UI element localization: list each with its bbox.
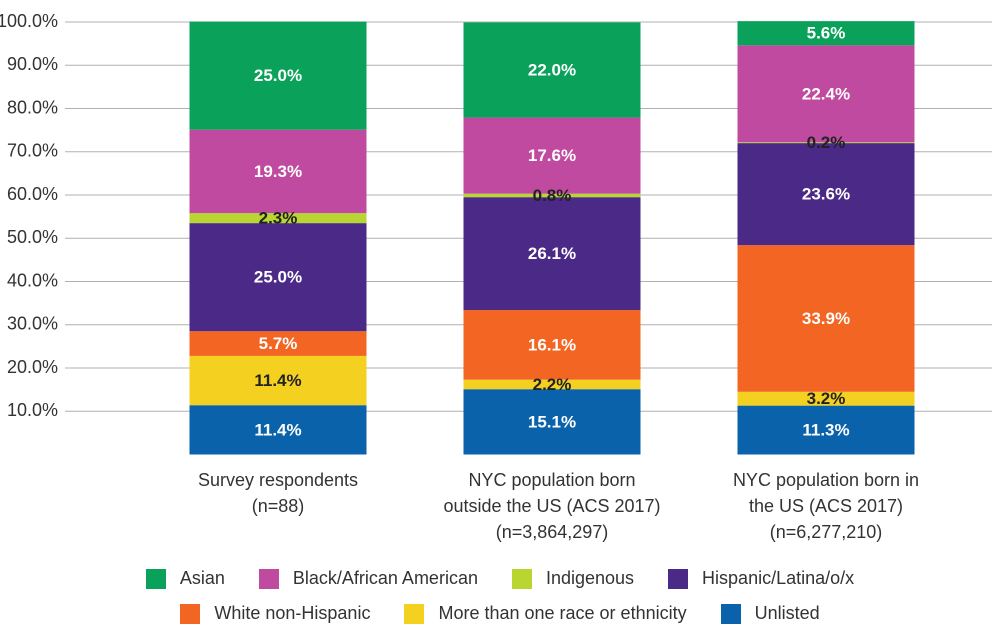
bar-segment	[189, 223, 367, 332]
legend-row: Asian Black/African American Indigenous His…	[0, 568, 1000, 589]
y-tick-label: 20.0%	[7, 357, 58, 377]
value-label: 11.3%	[802, 421, 849, 440]
value-label: 0.2%	[807, 133, 846, 152]
bar-segment	[189, 213, 367, 224]
y-tick-label: 90.0%	[7, 54, 58, 74]
value-label: 26.1%	[528, 244, 576, 263]
legend-swatch	[258, 568, 279, 589]
legend-label: Hispanic/Latina/o/x	[702, 568, 855, 588]
value-label: 25.0%	[254, 66, 302, 85]
value-label: 33.9%	[802, 309, 850, 328]
x-tick-label: NYC population born outside the US (ACS …	[443, 470, 661, 542]
bar-segment	[737, 45, 915, 143]
y-tick-label: 80.0%	[7, 97, 58, 117]
value-label: 22.4%	[802, 84, 850, 103]
y-tick-label: 100.0%	[0, 11, 58, 31]
value-label: 11.4%	[254, 371, 301, 390]
y-tick-label: 40.0%	[7, 270, 58, 290]
value-label: 25.0%	[254, 268, 302, 287]
legend-swatch	[668, 568, 689, 589]
y-tick-label: 60.0%	[7, 184, 58, 204]
value-label: 5.6%	[807, 24, 846, 43]
value-label: 22.0%	[528, 60, 576, 79]
value-label: 23.6%	[802, 185, 850, 204]
legend-swatch	[180, 603, 201, 624]
bar-segment	[189, 405, 367, 455]
x-tick-label: NYC population born in the US (ACS 2017)…	[732, 470, 920, 542]
value-label: 19.3%	[254, 162, 302, 181]
legend-item: Unlisted	[720, 603, 820, 624]
x-tick-label: Survey respondents (n=88)	[197, 470, 359, 516]
value-label: 5.7%	[259, 334, 298, 353]
bar-segment	[737, 245, 915, 392]
legend-item: Indigenous	[511, 568, 635, 589]
legend-swatch	[145, 568, 166, 589]
value-label: 0.8%	[533, 186, 572, 205]
legend-swatch	[511, 568, 532, 589]
y-tick-label: 70.0%	[7, 141, 58, 161]
bar-segment	[737, 142, 915, 144]
legend-swatch	[404, 603, 425, 624]
legend-item: More than one race or ethnicity	[404, 603, 687, 624]
bar-segment	[463, 117, 641, 194]
legend-label: Indigenous	[545, 568, 635, 588]
bar-segment	[463, 197, 641, 311]
legend-row: White non-Hispanic More than one race or …	[0, 603, 1000, 624]
legend-label: Black/African American	[292, 568, 478, 588]
bar-segment	[463, 193, 641, 198]
y-tick-label: 30.0%	[7, 314, 58, 334]
value-label: 3.2%	[807, 389, 846, 408]
bar-segment	[189, 355, 367, 406]
y-tick-label: 50.0%	[7, 227, 58, 247]
bar-segment	[737, 391, 915, 406]
value-label: 15.1%	[528, 412, 576, 431]
legend-item: White non-Hispanic	[180, 603, 370, 624]
bar-segment	[463, 379, 641, 390]
y-tick-label: 10.0%	[7, 400, 58, 420]
bar-segment	[737, 143, 915, 246]
legend-label: Unlisted	[754, 603, 820, 623]
legend-swatch	[720, 603, 741, 624]
legend-item: Hispanic/Latina/o/x	[668, 568, 854, 589]
legend-label: White non-Hispanic	[214, 603, 371, 623]
bar-segment	[737, 21, 915, 46]
legend-item: Black/African American	[258, 568, 478, 589]
bar-segment	[463, 389, 641, 455]
value-label: 2.3%	[259, 209, 298, 228]
bar-segment	[189, 129, 367, 214]
legend-label: Asian	[179, 568, 225, 588]
bar-segment	[463, 22, 641, 118]
value-label: 2.2%	[533, 375, 572, 394]
bar-segment	[189, 331, 367, 356]
value-label: 17.6%	[528, 146, 576, 165]
legend-label: More than one race or ethnicity	[438, 603, 687, 623]
bar-segment	[463, 310, 641, 380]
value-label: 16.1%	[528, 335, 576, 354]
bar-segment	[189, 21, 367, 130]
bar-segment	[737, 405, 915, 455]
value-label: 11.4%	[254, 420, 301, 439]
legend-item: Asian	[145, 568, 225, 589]
